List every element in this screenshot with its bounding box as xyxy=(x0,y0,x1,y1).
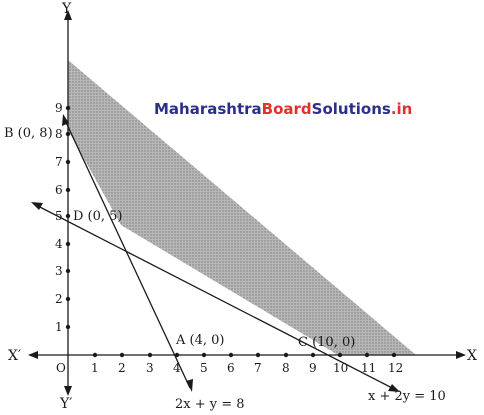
y-tick-label: 8 xyxy=(55,127,63,141)
x-tick-label: 6 xyxy=(227,361,235,375)
x-tick-label: 4 xyxy=(173,361,181,375)
point-a-label: A (4, 0) xyxy=(175,333,224,348)
feasible-region xyxy=(68,60,416,355)
x-tick-label: 12 xyxy=(388,361,403,375)
x-tick-label: 3 xyxy=(146,361,154,375)
line1-arrow-top xyxy=(62,114,69,126)
watermark-part3: Solutions xyxy=(312,100,391,118)
point-b-label: B (0, 8) xyxy=(4,126,53,141)
point-c-label: C (10, 0) xyxy=(298,335,355,350)
x-tick-dots xyxy=(92,352,397,358)
x-neg-axis-label: X′ xyxy=(8,348,21,364)
watermark: MaharashtraBoardSolutions.in xyxy=(154,100,412,118)
x-tick-label: 2 xyxy=(118,361,126,375)
y-tick-label: 2 xyxy=(55,292,63,306)
watermark-part4: .in xyxy=(391,100,413,118)
y-tick-label: 1 xyxy=(55,320,63,334)
y-tick-label: 9 xyxy=(55,101,63,115)
equation-line2-label: x + 2y = 10 xyxy=(368,389,446,404)
y-axis-arrow-up xyxy=(64,10,72,20)
y-neg-axis-label: Y′ xyxy=(59,396,72,412)
x-tick-label: 11 xyxy=(361,361,376,375)
y-tick-label: 4 xyxy=(55,237,63,251)
line-x-plus-2y-eq-10 xyxy=(33,203,397,391)
y-axis-arrow-down xyxy=(64,386,72,396)
line1-arrow-bottom xyxy=(186,379,193,392)
y-tick-label: 3 xyxy=(55,264,63,278)
y-tick-label: 7 xyxy=(55,155,63,169)
y-tick-label: 6 xyxy=(55,183,63,197)
watermark-part2: Board xyxy=(262,100,312,118)
origin-label: O xyxy=(56,361,66,375)
x-axis-arrow-left xyxy=(28,351,38,359)
y-tick-label: 5 xyxy=(55,209,63,223)
y-axis-label: Y xyxy=(61,1,72,17)
equation-line1-label: 2x + y = 8 xyxy=(175,397,245,412)
x-tick-label: 1 xyxy=(91,361,99,375)
point-d-label: D (0, 5) xyxy=(73,209,123,224)
x-tick-label: 8 xyxy=(282,361,290,375)
x-tick-label: 9 xyxy=(309,361,317,375)
x-axis-arrow-right xyxy=(456,351,466,359)
watermark-part1: Maharashtra xyxy=(154,100,262,118)
x-axis-label: X xyxy=(467,348,477,364)
line2-arrow-right xyxy=(388,384,400,392)
y-tick-dots xyxy=(65,105,71,330)
line-2x-plus-y-eq-8 xyxy=(63,117,191,389)
line2-arrow-left xyxy=(31,202,43,210)
x-tick-label: 10 xyxy=(333,361,348,375)
x-tick-label: 7 xyxy=(254,361,262,375)
x-tick-label: 5 xyxy=(200,361,208,375)
